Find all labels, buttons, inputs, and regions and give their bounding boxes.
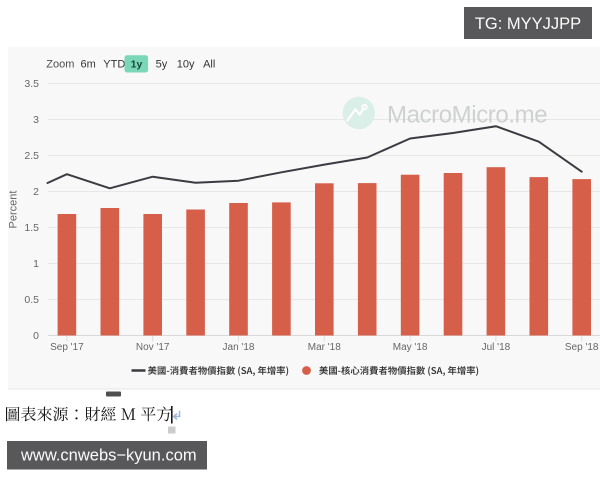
svg-text:1y: 1y — [131, 59, 143, 71]
svg-text:Percent: Percent — [8, 191, 20, 229]
svg-text:Sep '18: Sep '18 — [565, 342, 599, 353]
svg-text:10y: 10y — [177, 59, 195, 71]
svg-text:2.5: 2.5 — [24, 150, 39, 162]
svg-text:3.5: 3.5 — [24, 78, 39, 90]
svg-text:1: 1 — [33, 258, 39, 270]
svg-text:MacroMicro.me: MacroMicro.me — [387, 102, 547, 129]
svg-text:Jan '18: Jan '18 — [223, 342, 255, 353]
svg-text:Nov '17: Nov '17 — [136, 342, 170, 353]
svg-text:1.5: 1.5 — [24, 222, 39, 234]
svg-text:5y: 5y — [156, 59, 168, 71]
svg-text:Zoom: Zoom — [46, 59, 74, 71]
svg-text:Jul '18: Jul '18 — [482, 342, 511, 353]
svg-text:YTD: YTD — [103, 59, 125, 71]
svg-text:TG: MYYJJPP: TG: MYYJJPP — [475, 15, 581, 33]
svg-text:6m: 6m — [81, 59, 96, 71]
svg-text:Sep '17: Sep '17 — [50, 342, 84, 353]
svg-text:www.cnwebs−kyun.com: www.cnwebs−kyun.com — [20, 447, 197, 465]
svg-text:2: 2 — [33, 186, 39, 198]
svg-text:3: 3 — [33, 114, 39, 126]
svg-text:Mar '18: Mar '18 — [308, 342, 341, 353]
svg-text:0.5: 0.5 — [24, 294, 39, 306]
svg-text:0: 0 — [33, 330, 39, 342]
svg-text:May '18: May '18 — [393, 342, 428, 353]
svg-text:All: All — [203, 59, 215, 71]
